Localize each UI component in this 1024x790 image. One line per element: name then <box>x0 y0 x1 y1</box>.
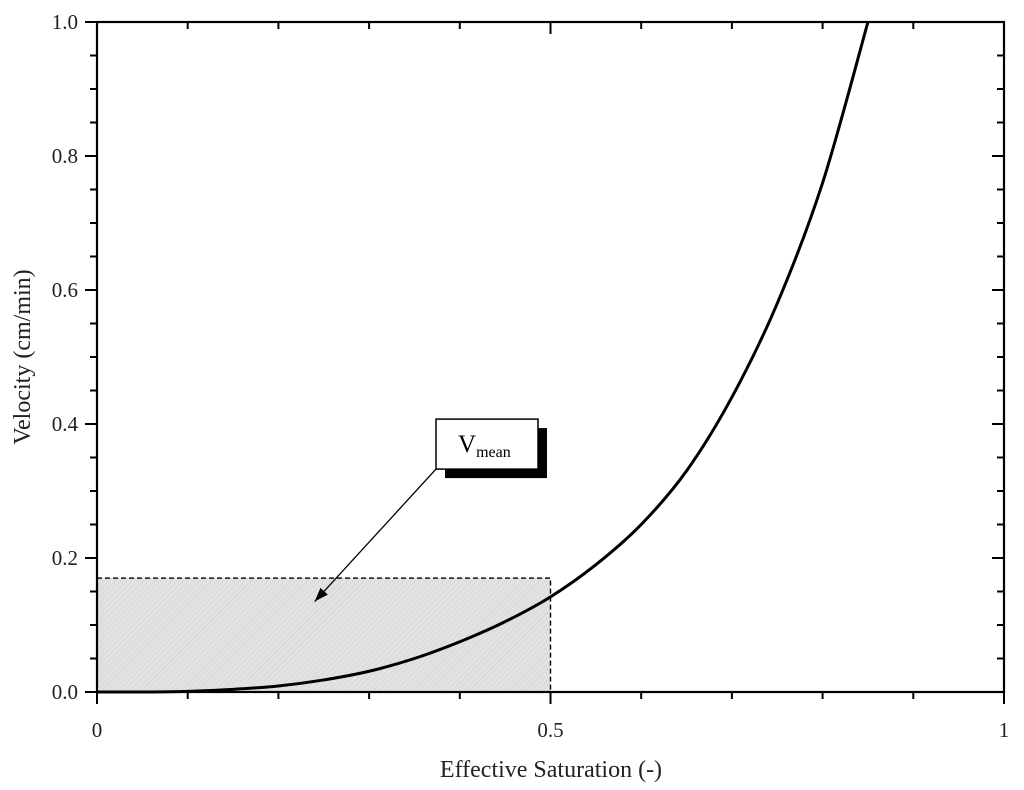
annotation-box <box>435 418 539 470</box>
annotation-arrow-head <box>314 587 328 602</box>
y-tick-label: 0.2 <box>52 546 78 570</box>
x-tick-label: 0 <box>92 718 103 742</box>
tick-layer <box>85 21 1005 704</box>
annotation-layer: Vmean <box>314 418 548 602</box>
x-tick-label: 1 <box>999 718 1010 742</box>
y-tick-label: 0.4 <box>52 412 79 436</box>
y-tick-label: 0.6 <box>52 278 78 302</box>
annotation-label: Vmean <box>458 431 511 461</box>
annotation-arrow-line <box>314 468 437 602</box>
y-axis-title: Velocity (cm/min) <box>10 269 36 444</box>
x-axis-title: Effective Saturation (-) <box>440 757 662 783</box>
tick-label-layer: 0 0.5 1 0.0 0.2 0.4 0.6 0.8 1.0 <box>52 10 1010 742</box>
y-tick-label: 1.0 <box>52 10 78 34</box>
series-layer <box>96 21 870 694</box>
y-tick-label: 0.8 <box>52 144 78 168</box>
y-tick-label: 0.0 <box>52 680 78 704</box>
series-line <box>96 21 870 694</box>
x-tick-label: 0.5 <box>537 718 563 742</box>
